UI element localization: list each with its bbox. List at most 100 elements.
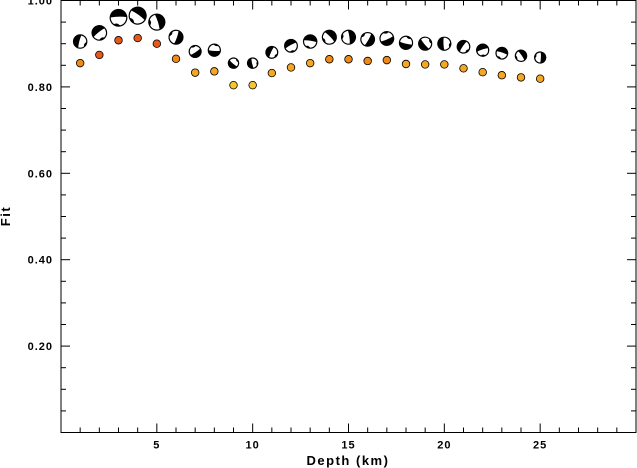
focal-mechanism-marker xyxy=(284,38,298,53)
beachball-compression-quadrant xyxy=(73,34,82,48)
beachball-compression-quadrant xyxy=(341,33,344,40)
dot-point xyxy=(420,60,430,69)
x-axis-title: Depth (km) xyxy=(307,453,390,468)
beachball-compression-quadrant xyxy=(228,60,238,69)
beachball-compression-quadrant xyxy=(169,31,173,37)
beachball-compression-quadrant xyxy=(265,46,274,58)
beachball-compression-quadrant xyxy=(148,19,152,27)
beachball-compression-quadrant xyxy=(190,48,202,58)
beachball-compression-quadrant xyxy=(448,42,451,48)
beachball-compression-quadrant xyxy=(364,33,375,47)
focal-mechanism-marker xyxy=(72,34,88,49)
beachball-compression-quadrant xyxy=(174,30,183,45)
x-tick-label: 5 xyxy=(153,440,160,452)
dot-point xyxy=(363,56,372,66)
dot-point xyxy=(75,58,85,68)
beachball-compression-quadrant xyxy=(534,53,537,59)
focal-mechanism-marker xyxy=(437,36,452,51)
dot-point xyxy=(248,80,257,90)
focal-mechanism-marker xyxy=(246,57,259,69)
beachball-compression-quadrant xyxy=(83,41,87,47)
x-tick-label: 15 xyxy=(341,440,355,452)
dot-point xyxy=(267,68,277,78)
beachball-compression-quadrant xyxy=(303,34,317,43)
focal-mechanism-marker xyxy=(227,57,240,69)
focal-mechanism-marker xyxy=(207,43,221,57)
dot-point xyxy=(516,73,526,82)
beachball-compression-quadrant xyxy=(256,61,258,66)
beachball-compression-quadrant xyxy=(247,58,254,69)
beachball-compression-quadrant xyxy=(457,40,467,52)
beachball-compression-quadrant xyxy=(406,36,412,40)
axis-tick-labels: 5 10 15 20 25 0.20 0.40 0.60 0.80 1.00 xyxy=(28,0,547,452)
axis-ticks xyxy=(61,0,636,433)
x-tick-label: 20 xyxy=(437,440,451,452)
beachball-compression-quadrant xyxy=(154,14,165,30)
beachball-compression-quadrant xyxy=(129,17,135,24)
focal-mechanism-marker xyxy=(495,46,509,60)
dot-point xyxy=(171,54,181,64)
focal-mechanism-marker xyxy=(148,13,166,31)
dot-point xyxy=(152,39,162,48)
beachball-compression-quadrant xyxy=(289,50,296,53)
dot-point xyxy=(190,68,200,77)
beachball-compression-quadrant xyxy=(480,54,486,57)
beachball-compression-quadrant xyxy=(540,52,546,64)
plot-frame xyxy=(60,0,637,433)
dot-series xyxy=(75,33,545,90)
beachball-compression-quadrant xyxy=(99,37,105,41)
beachball-compression-quadrant xyxy=(213,44,219,47)
y-tick-label: 0.80 xyxy=(28,82,53,94)
beachball-compression-quadrant xyxy=(465,49,470,53)
beachball-compression-quadrant xyxy=(437,37,445,51)
dot-point xyxy=(95,50,104,60)
x-tick-label: 10 xyxy=(246,440,260,452)
y-axis-title: Fit xyxy=(0,206,13,226)
focal-mechanism-marker xyxy=(418,36,433,51)
dot-point xyxy=(325,55,334,64)
focal-mechanism-marker xyxy=(398,35,414,50)
beachball-compression-quadrant xyxy=(418,38,430,51)
dot-point xyxy=(401,59,411,69)
dot-point xyxy=(440,60,449,69)
beachball-compression-quadrant xyxy=(190,45,196,48)
focal-mechanism-marker xyxy=(128,6,147,25)
focal-mechanism-marker xyxy=(168,29,184,45)
focal-mechanism-marker xyxy=(109,8,128,27)
dot-point xyxy=(114,36,123,45)
dot-point xyxy=(459,64,468,73)
focal-mechanism-marker xyxy=(340,29,357,45)
dot-point xyxy=(133,33,142,43)
beachball-compression-quadrant xyxy=(382,31,389,34)
x-tick-label: 25 xyxy=(533,440,547,452)
focal-mechanism-marker xyxy=(91,25,108,41)
beachball-compression-quadrant xyxy=(496,56,502,60)
beachball-compression-quadrant xyxy=(429,38,432,44)
focal-mechanism-marker xyxy=(188,44,202,59)
beachball-compression-quadrant xyxy=(324,30,337,42)
beachball-compression-quadrant xyxy=(515,55,518,60)
beachball-compression-quadrant xyxy=(131,7,147,21)
focal-mechanism-marker xyxy=(476,43,490,57)
beachball-compression-quadrant xyxy=(496,47,508,55)
dot-point xyxy=(535,74,545,83)
focal-mechanism-marker xyxy=(379,31,395,46)
beachball-compression-quadrant xyxy=(110,9,127,18)
focal-mechanism-marker xyxy=(265,45,279,59)
focal-mechanism-marker xyxy=(514,49,528,63)
dot-point xyxy=(210,67,219,76)
beachball-compression-quadrant xyxy=(284,39,297,49)
beachball-compression-quadrant xyxy=(235,58,239,63)
focal-mechanism-marker xyxy=(321,29,337,45)
dot-point xyxy=(229,80,238,90)
beachball-compression-quadrant xyxy=(518,50,527,61)
focal-mechanism-marker xyxy=(534,51,547,64)
beachball-compression-quadrant xyxy=(361,33,366,38)
y-tick-label: 1.00 xyxy=(28,0,53,8)
dot-point xyxy=(305,58,315,68)
beachball-compression-quadrant xyxy=(305,45,311,49)
beachball-compression-quadrant xyxy=(274,53,278,58)
focal-mechanism-marker xyxy=(360,31,376,47)
focal-mechanism-series xyxy=(72,6,547,69)
